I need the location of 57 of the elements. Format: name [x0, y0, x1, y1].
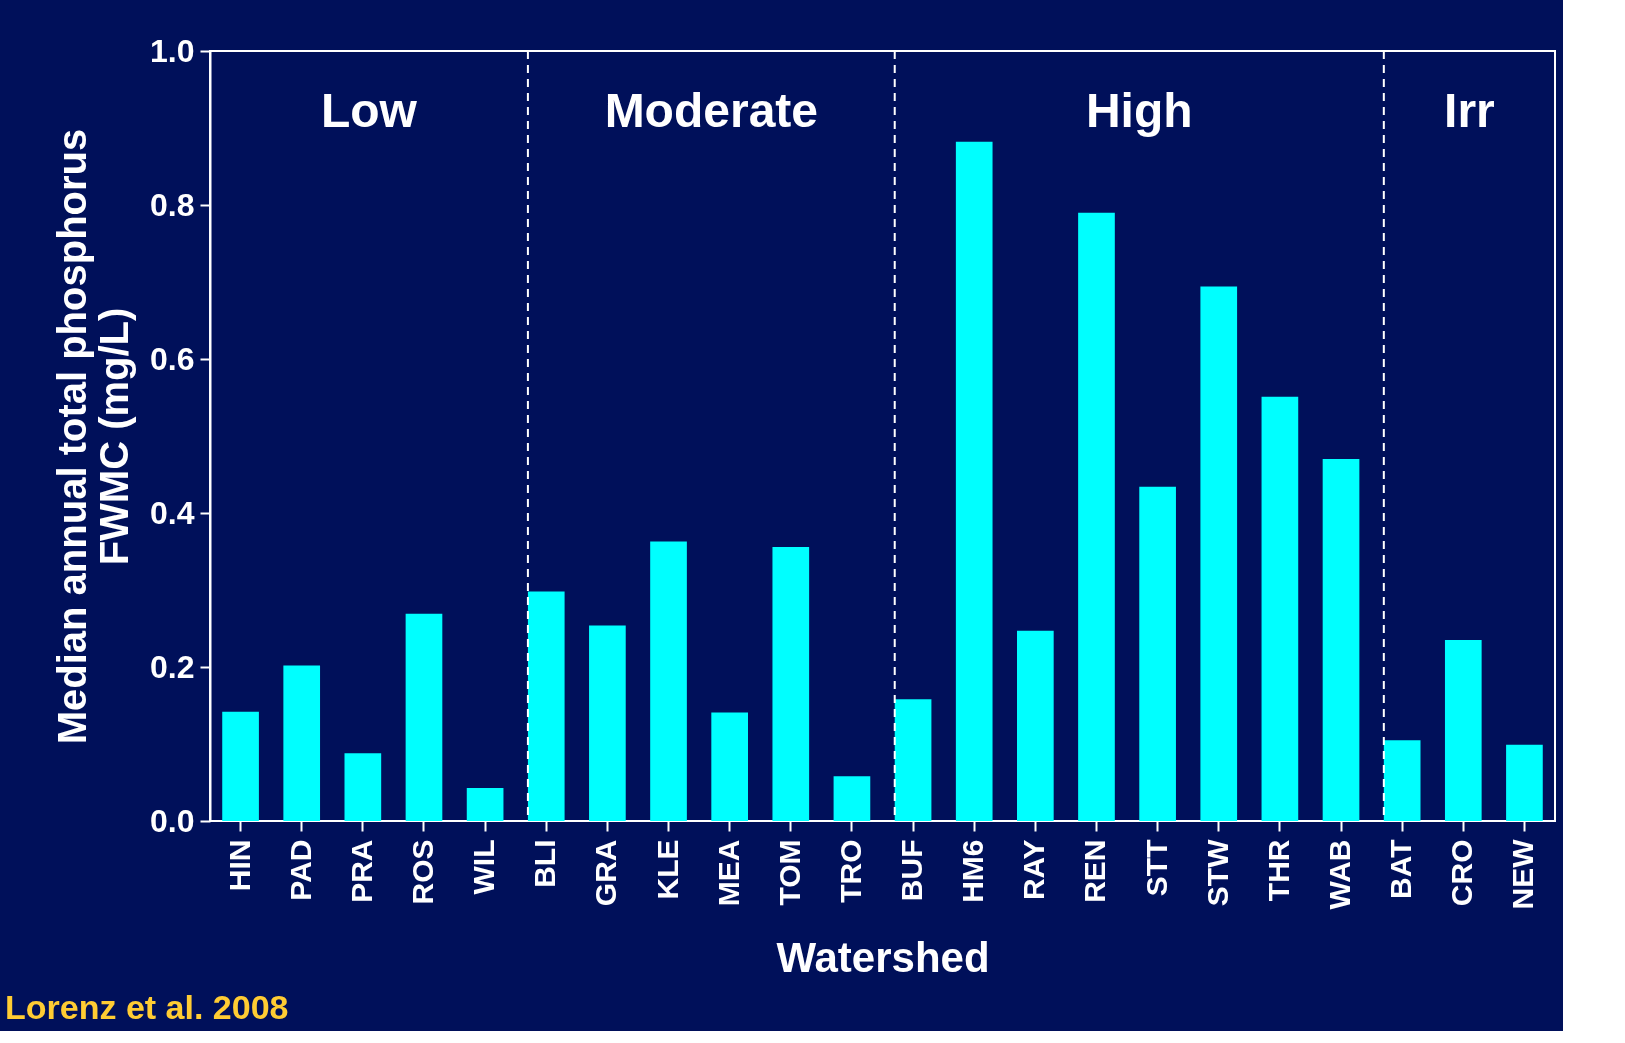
bar — [1200, 286, 1238, 821]
x-tick-label: ROS — [405, 839, 439, 905]
bar — [1506, 744, 1543, 821]
bar — [344, 753, 382, 821]
x-tick-label: WAB — [1323, 839, 1357, 910]
x-tick-label: HIN — [222, 839, 256, 892]
x-tick-label: MEA — [711, 839, 745, 907]
x-tick-label: WIL — [467, 839, 501, 895]
x-tick-label: CRO — [1445, 839, 1479, 907]
x-tick-label: BLI — [528, 839, 562, 888]
bar — [1444, 640, 1482, 821]
y-tick-label: 0.2 — [150, 648, 195, 685]
annotation: High — [1085, 84, 1193, 137]
x-tick-label: HM6 — [956, 839, 990, 903]
x-tick-label: BUF — [895, 839, 929, 902]
bar — [1078, 212, 1115, 821]
y-tick-label: 1.0 — [150, 32, 195, 69]
bar — [1017, 630, 1054, 821]
bar — [222, 711, 259, 821]
bar — [283, 665, 321, 821]
annotation: Irr — [1444, 84, 1495, 137]
x-tick-label: BAT — [1384, 839, 1418, 899]
bar — [1139, 486, 1176, 821]
bar — [527, 591, 565, 821]
bar — [589, 625, 626, 821]
x-tick-label: PAD — [283, 839, 317, 901]
annotation: Low — [320, 84, 418, 137]
bar — [711, 712, 748, 821]
bar — [650, 541, 687, 821]
y-axis-title: Median annual total phosphorus FWMC (mg/L) — [50, 128, 137, 745]
y-tick-label: 0.6 — [150, 340, 195, 377]
x-tick-label: STW — [1200, 838, 1234, 907]
bar — [894, 699, 932, 821]
x-tick-label: RAY — [1017, 839, 1051, 901]
annotation: Moderate — [604, 84, 819, 137]
x-tick-label: THR — [1261, 839, 1295, 902]
bar — [772, 546, 810, 821]
bar — [1383, 740, 1421, 821]
bar — [1322, 459, 1360, 821]
y-tick-label: 0.4 — [150, 494, 195, 531]
x-axis-title: Watershed — [776, 934, 990, 982]
y-tick-label: 0.0 — [150, 802, 195, 839]
bar — [833, 776, 871, 821]
bar — [405, 613, 443, 821]
x-tick-label: TRO — [833, 839, 867, 903]
y-tick-label: 0.8 — [150, 186, 195, 223]
bar — [955, 141, 993, 821]
x-tick-label: PRA — [344, 839, 378, 903]
bar — [466, 787, 504, 821]
x-tick-label: GRA — [589, 839, 623, 907]
text: Lorenz et al. 2008 — [5, 988, 289, 1026]
x-tick-label: STT — [1139, 839, 1173, 897]
x-tick-label: NEW — [1506, 838, 1540, 910]
x-tick-label: TOM — [772, 839, 806, 906]
bar — [1261, 396, 1299, 821]
x-tick-label: KLE — [650, 839, 684, 900]
x-tick-label: REN — [1078, 839, 1112, 903]
